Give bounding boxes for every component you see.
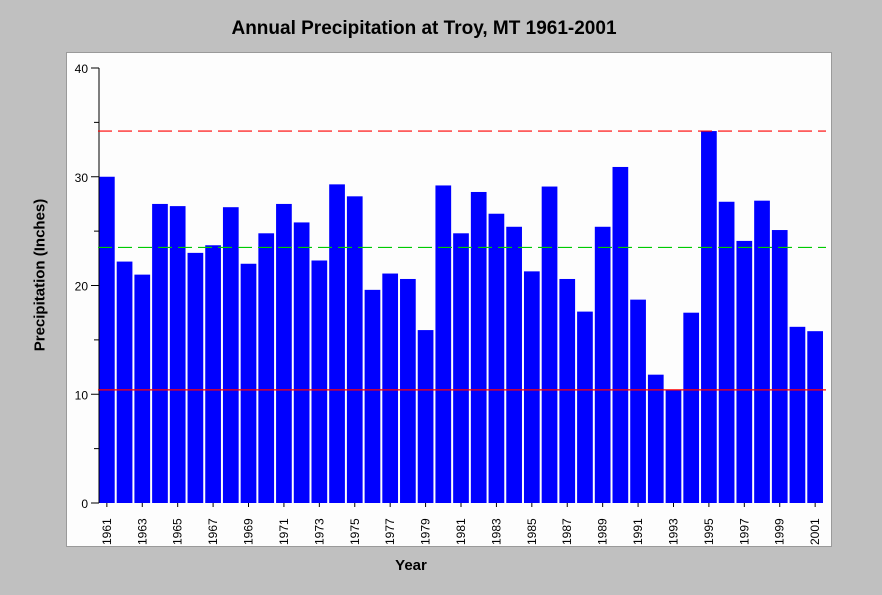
bar-1966	[187, 252, 204, 503]
bar-1995	[701, 131, 717, 503]
bar-1998	[754, 200, 770, 504]
x-tick-label: 1987	[560, 518, 574, 545]
bar-1967	[205, 245, 221, 503]
y-tick-label: 20	[75, 280, 89, 294]
bar-1962	[116, 261, 133, 503]
x-tick-label: 2001	[808, 518, 822, 545]
bar-2000	[789, 326, 806, 503]
y-tick-label: 30	[75, 171, 89, 185]
x-tick-label: 1975	[348, 518, 362, 545]
bar-1987	[559, 278, 576, 503]
y-axis: 0 10 20 30 40	[75, 62, 100, 511]
x-tick-label: 1985	[525, 518, 539, 545]
bar-1965	[169, 206, 186, 504]
x-axis-label: Year	[395, 557, 427, 574]
bar-1986	[541, 186, 558, 503]
bar-1963	[134, 274, 151, 503]
bar-1968	[222, 207, 239, 503]
y-tick-label: 40	[75, 62, 89, 76]
x-tick-label: 1989	[596, 518, 610, 545]
bar-1981	[453, 233, 469, 504]
bar-1976	[364, 289, 381, 503]
bar-1969	[240, 263, 257, 503]
bar-1983	[488, 213, 505, 503]
x-tick-label: 1965	[171, 518, 185, 545]
x-tick-label: 1961	[100, 518, 114, 545]
bar-1980	[435, 185, 452, 503]
bar-1984	[506, 226, 522, 503]
x-tick-label: 1991	[631, 518, 645, 545]
bar-1978	[400, 278, 416, 503]
bar-1994	[683, 312, 700, 503]
bar-1990	[612, 166, 629, 503]
bar-1999	[771, 230, 788, 503]
x-tick-label: 1969	[242, 518, 256, 545]
x-tick-label: 1983	[489, 518, 503, 545]
x-tick-label: 1981	[454, 518, 468, 545]
bar-1972	[293, 222, 310, 504]
bar-1993	[665, 389, 682, 503]
bar-1979	[417, 330, 434, 503]
bar-1971	[276, 203, 292, 503]
bar-1996	[718, 201, 735, 503]
bar-1964	[152, 203, 168, 503]
bar-1973	[311, 260, 328, 503]
x-axis: 1961 1963 1965 1967 1969 1971 1973 1975 1977 1979…	[100, 503, 822, 545]
x-tick-label: 1995	[702, 518, 716, 545]
bar-1970	[258, 233, 275, 504]
x-tick-label: 1997	[737, 518, 751, 545]
x-tick-label: 1973	[312, 518, 326, 545]
bar-2001	[807, 331, 823, 503]
bar-1974	[329, 184, 345, 504]
y-tick-label: 10	[75, 388, 89, 402]
bar-1982	[470, 191, 487, 503]
bar-1989	[594, 226, 611, 503]
bar-1992	[647, 374, 664, 503]
x-tick-label: 1979	[419, 518, 433, 545]
chart-title: Annual Precipitation at Troy, MT 1961-20…	[231, 18, 617, 39]
bar-1975	[346, 196, 363, 503]
x-tick-label: 1977	[383, 518, 397, 545]
bar-1985	[523, 271, 540, 503]
bar-1961	[99, 176, 115, 503]
x-tick-label: 1993	[666, 518, 680, 545]
y-tick-label: 0	[81, 497, 88, 511]
x-tick-label: 1971	[277, 518, 291, 545]
bar-1991	[630, 299, 646, 503]
bars	[99, 131, 823, 504]
bar-1988	[577, 311, 593, 503]
bar-1997	[736, 240, 753, 503]
bar-1977	[382, 273, 399, 503]
x-tick-label: 1963	[135, 518, 149, 545]
reference-lines	[98, 130, 826, 391]
x-tick-label: 1967	[206, 518, 220, 545]
x-tick-label: 1999	[773, 518, 787, 545]
